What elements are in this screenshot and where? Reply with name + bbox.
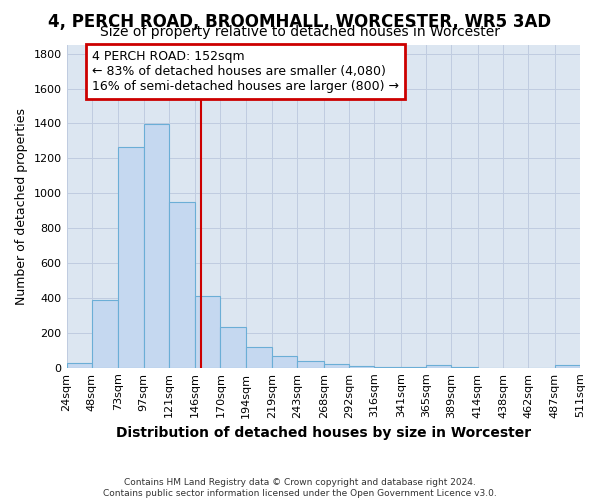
Bar: [349, 366, 374, 368]
Bar: [374, 367, 401, 368]
Bar: [118, 147, 143, 368]
Bar: [195, 296, 220, 368]
Bar: [426, 365, 451, 368]
Bar: [246, 346, 272, 368]
X-axis label: Distribution of detached houses by size in Worcester: Distribution of detached houses by size …: [116, 426, 531, 440]
Text: Size of property relative to detached houses in Worcester: Size of property relative to detached ho…: [100, 25, 500, 39]
Bar: [67, 364, 92, 368]
Bar: [143, 124, 169, 368]
Bar: [220, 326, 246, 368]
Bar: [324, 364, 349, 368]
Bar: [92, 300, 118, 368]
Bar: [554, 365, 580, 368]
Bar: [451, 367, 478, 368]
Text: Contains HM Land Registry data © Crown copyright and database right 2024.
Contai: Contains HM Land Registry data © Crown c…: [103, 478, 497, 498]
Bar: [272, 356, 298, 368]
Bar: [169, 202, 195, 368]
Text: 4, PERCH ROAD, BROOMHALL, WORCESTER, WR5 3AD: 4, PERCH ROAD, BROOMHALL, WORCESTER, WR5…: [49, 12, 551, 30]
Text: 4 PERCH ROAD: 152sqm
← 83% of detached houses are smaller (4,080)
16% of semi-de: 4 PERCH ROAD: 152sqm ← 83% of detached h…: [92, 50, 399, 93]
Y-axis label: Number of detached properties: Number of detached properties: [15, 108, 28, 305]
Bar: [298, 360, 324, 368]
